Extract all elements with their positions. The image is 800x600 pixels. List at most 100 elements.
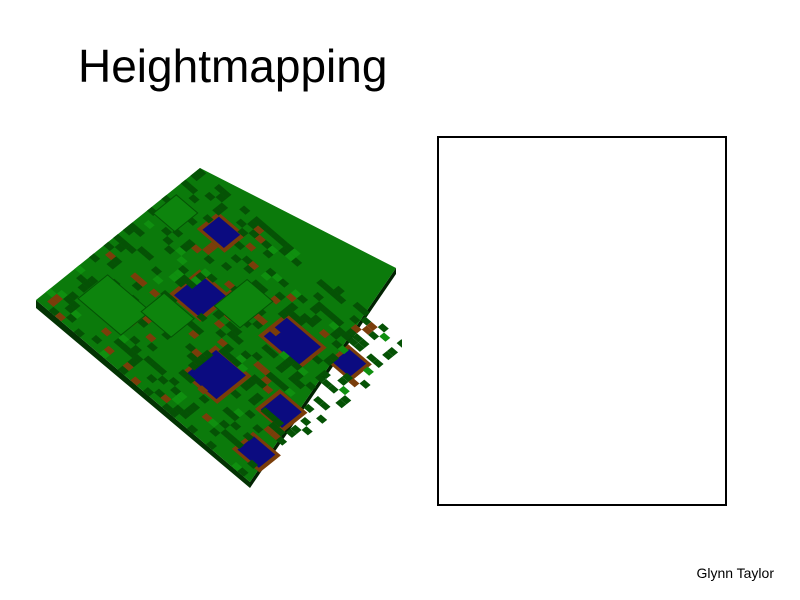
terrain-voxel (278, 350, 290, 361)
terrain-voxel (91, 335, 103, 345)
terrain-voxel (184, 342, 197, 353)
terrain-voxel (106, 260, 118, 270)
terrain-voxel (341, 331, 353, 342)
terrain-voxel (156, 366, 168, 376)
terrain-voxel (188, 329, 200, 340)
terrain-voxel (309, 305, 321, 315)
terrain-voxel (203, 255, 215, 265)
terrain-voxel (276, 436, 288, 446)
terrain-voxel (188, 194, 200, 204)
terrain-voxel (233, 439, 245, 449)
terrain-voxel (327, 384, 339, 394)
terrain-voxel (274, 427, 286, 437)
terrain-voxel (311, 314, 323, 324)
terrain-voxel (220, 189, 232, 199)
terrain-voxel (251, 279, 263, 289)
terrain-voxel (289, 248, 301, 258)
terrain-voxel (149, 360, 161, 371)
terrain-voxel (196, 312, 208, 323)
terrain-voxel (63, 295, 75, 305)
terrain-voxel (321, 379, 333, 389)
terrain-voxel (318, 329, 330, 339)
terrain-voxel (142, 314, 154, 324)
terrain-voxel (319, 401, 331, 411)
terrain-voxel (245, 242, 257, 252)
terrain-voxel (300, 416, 312, 427)
terrain-voxel (195, 168, 207, 178)
terrain-voxel (264, 226, 276, 237)
terrain-voxel (161, 226, 173, 236)
terrain-voxel (66, 313, 78, 323)
terrain-voxel (179, 242, 191, 253)
terrain-voxel (191, 244, 203, 254)
terrain-voxel (152, 275, 164, 285)
terrain-voxel (117, 365, 129, 375)
terrain-voxel (226, 434, 238, 444)
terrain-hill (213, 278, 274, 329)
terrain-voxel (314, 301, 326, 311)
terrain-voxel (362, 366, 374, 376)
terrain-voxel (366, 321, 378, 331)
terrain-voxel (161, 330, 173, 340)
terrain-voxel (290, 289, 302, 299)
terrain-voxel (295, 316, 307, 327)
terrain-voxel (233, 408, 245, 418)
terrain-voxel (338, 385, 350, 396)
terrain-voxel (252, 424, 264, 434)
terrain-voxel (247, 396, 259, 406)
terrain-voxel (256, 316, 268, 326)
terrain-voxel (67, 291, 79, 301)
terrain-voxel (230, 389, 242, 399)
terrain-voxel (312, 355, 324, 365)
terrain-side-left (36, 300, 250, 488)
slide-title: Heightmapping (78, 40, 388, 92)
terrain-voxel (306, 318, 318, 328)
terrain-voxel (265, 267, 277, 277)
terrain-voxel (176, 255, 188, 266)
terrain-voxel (179, 410, 191, 420)
terrain-voxel (244, 378, 257, 388)
terrain-voxel (294, 380, 306, 390)
terrain-voxel (316, 278, 328, 289)
terrain-voxel (113, 338, 125, 348)
empty-frame (437, 136, 727, 506)
terrain-voxel (160, 393, 172, 404)
terrain-voxel (143, 387, 155, 397)
terrain-voxel (237, 227, 249, 238)
terrain-voxel (263, 425, 275, 435)
terrain-voxel (179, 274, 191, 284)
terrain-voxel (56, 289, 68, 300)
terrain-voxel (249, 374, 261, 384)
terrain-voxel (386, 347, 399, 357)
terrain-voxel (282, 306, 294, 316)
terrain-voxel (174, 278, 186, 288)
terrain-voxel (221, 261, 233, 272)
terrain-voxel (253, 361, 265, 371)
terrain-voxel (130, 376, 142, 386)
terrain-hill (152, 194, 199, 233)
terrain-voxel (235, 354, 247, 364)
terrain-voxel (237, 363, 249, 373)
terrain-voxel (305, 381, 317, 391)
terrain-voxel (366, 353, 378, 363)
terrain-voxel (130, 272, 142, 282)
terrain-voxel (77, 283, 89, 293)
terrain-voxel (74, 265, 86, 275)
terrain-voxel (360, 316, 372, 326)
terrain-voxel (349, 314, 361, 325)
terrain-voxel (190, 171, 202, 182)
voxel-terrain-image (36, 168, 402, 488)
terrain-voxel (105, 251, 117, 261)
terrain-voxel (328, 352, 340, 363)
terrain-voxel (150, 266, 163, 276)
terrain-voxel (125, 244, 137, 254)
terrain-voxel (51, 293, 64, 303)
terrain-voxel (193, 325, 205, 336)
terrain-voxel (258, 221, 270, 231)
terrain-water (263, 317, 321, 366)
terrain-voxel (195, 272, 207, 282)
terrain-voxel (149, 288, 161, 298)
terrain-voxel (254, 234, 266, 244)
terrain-voxel (214, 184, 226, 194)
terrain-voxel (278, 382, 290, 392)
